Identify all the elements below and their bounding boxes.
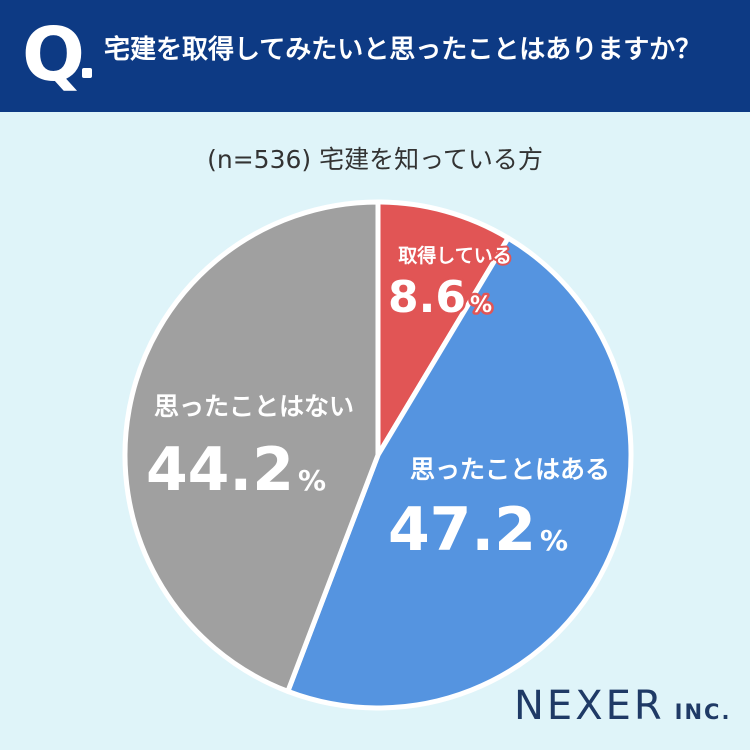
sample-subtitle: (n=536) 宅建を知っている方 (207, 145, 543, 174)
q-mark: Q (22, 12, 85, 98)
nexer-logo: NEXER INC. (514, 683, 731, 729)
slice-value-unit: % (298, 464, 326, 497)
slice-label-owned: 取得している (398, 244, 511, 267)
question-banner: Q 宅建を取得してみたいと思ったことはありますか？ (0, 0, 750, 112)
slice-label-not-considered: 思ったことはない (154, 392, 354, 421)
slice-value-unit: % (470, 293, 492, 318)
slice-label-considered: 思ったことはある (410, 455, 610, 484)
q-mark-dot (82, 68, 92, 78)
slice-value-owned: 8.6% (388, 272, 492, 323)
brand-suffix: INC. (674, 700, 732, 724)
slice-value-number: 47.2 (388, 495, 536, 565)
pie-slice-considered (285, 235, 634, 711)
pie-slice-owned (375, 199, 511, 458)
slice-value-not-considered: 44.2% (146, 435, 326, 505)
slice-value-number: 44.2 (146, 435, 294, 505)
slice-value-number: 8.6 (388, 272, 466, 323)
question-text: 宅建を取得してみたいと思ったことはありますか？ (104, 35, 702, 65)
slice-value-considered: 47.2% (388, 495, 568, 565)
slice-value-unit: % (540, 524, 568, 557)
brand-name: NEXER (514, 683, 665, 729)
pie-slice-not-considered (122, 199, 381, 694)
